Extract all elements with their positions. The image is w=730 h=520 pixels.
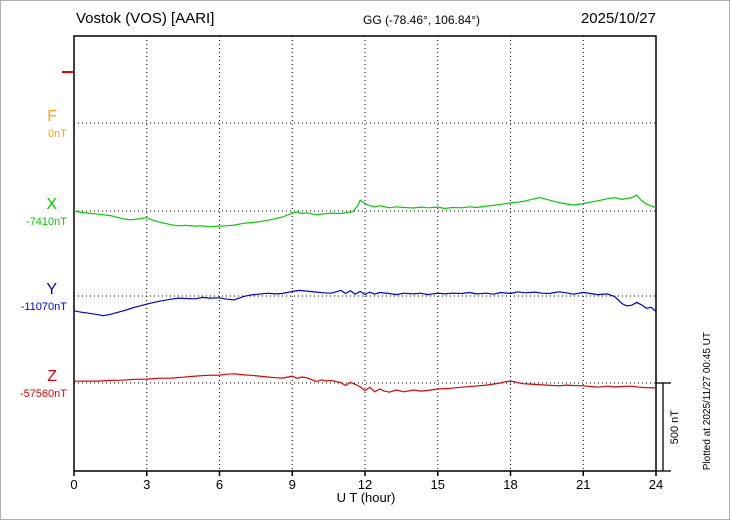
z-component-label: Z xyxy=(47,368,57,385)
z-trace xyxy=(73,373,657,393)
f-component-label: F xyxy=(47,108,57,125)
scale-bar-label: 500 nT xyxy=(669,409,681,445)
x-tick-label-0: 0 xyxy=(70,477,77,492)
scale-bar-label-box: 500 nT xyxy=(669,383,681,471)
station-title: Vostok (VOS) [AARI] xyxy=(76,10,215,27)
x-tick-label-18: 18 xyxy=(503,477,517,492)
plot-frame xyxy=(73,35,657,472)
x-baseline-value: -7410nT xyxy=(26,216,67,228)
x-tick-label-15: 15 xyxy=(431,477,445,492)
plotted-timestamp: Plotted at 2025/11/27 00:45 UT xyxy=(702,331,713,470)
y-baseline-value: -11070nT xyxy=(21,301,68,313)
f-baseline-value: 0nT xyxy=(48,128,67,140)
x-tick-label-3: 3 xyxy=(143,477,150,492)
y-component-label: Y xyxy=(46,281,57,298)
y-trace xyxy=(73,289,657,317)
x-tick-label-21: 21 xyxy=(576,477,590,492)
geographic-coordinates: GG (-78.46°, 106.84°) xyxy=(363,13,480,27)
x-trace xyxy=(73,194,657,228)
x-tick-label-6: 6 xyxy=(216,477,223,492)
z-baseline-value: -57560nT xyxy=(20,388,67,400)
x-axis-title: U T (hour) xyxy=(336,490,396,505)
x-tick-label-24: 24 xyxy=(649,477,663,492)
x-tick-label-9: 9 xyxy=(289,477,296,492)
x-tick-label-12: 12 xyxy=(358,477,372,492)
plot-date: 2025/10/27 xyxy=(580,10,656,27)
x-component-label: X xyxy=(46,196,57,213)
